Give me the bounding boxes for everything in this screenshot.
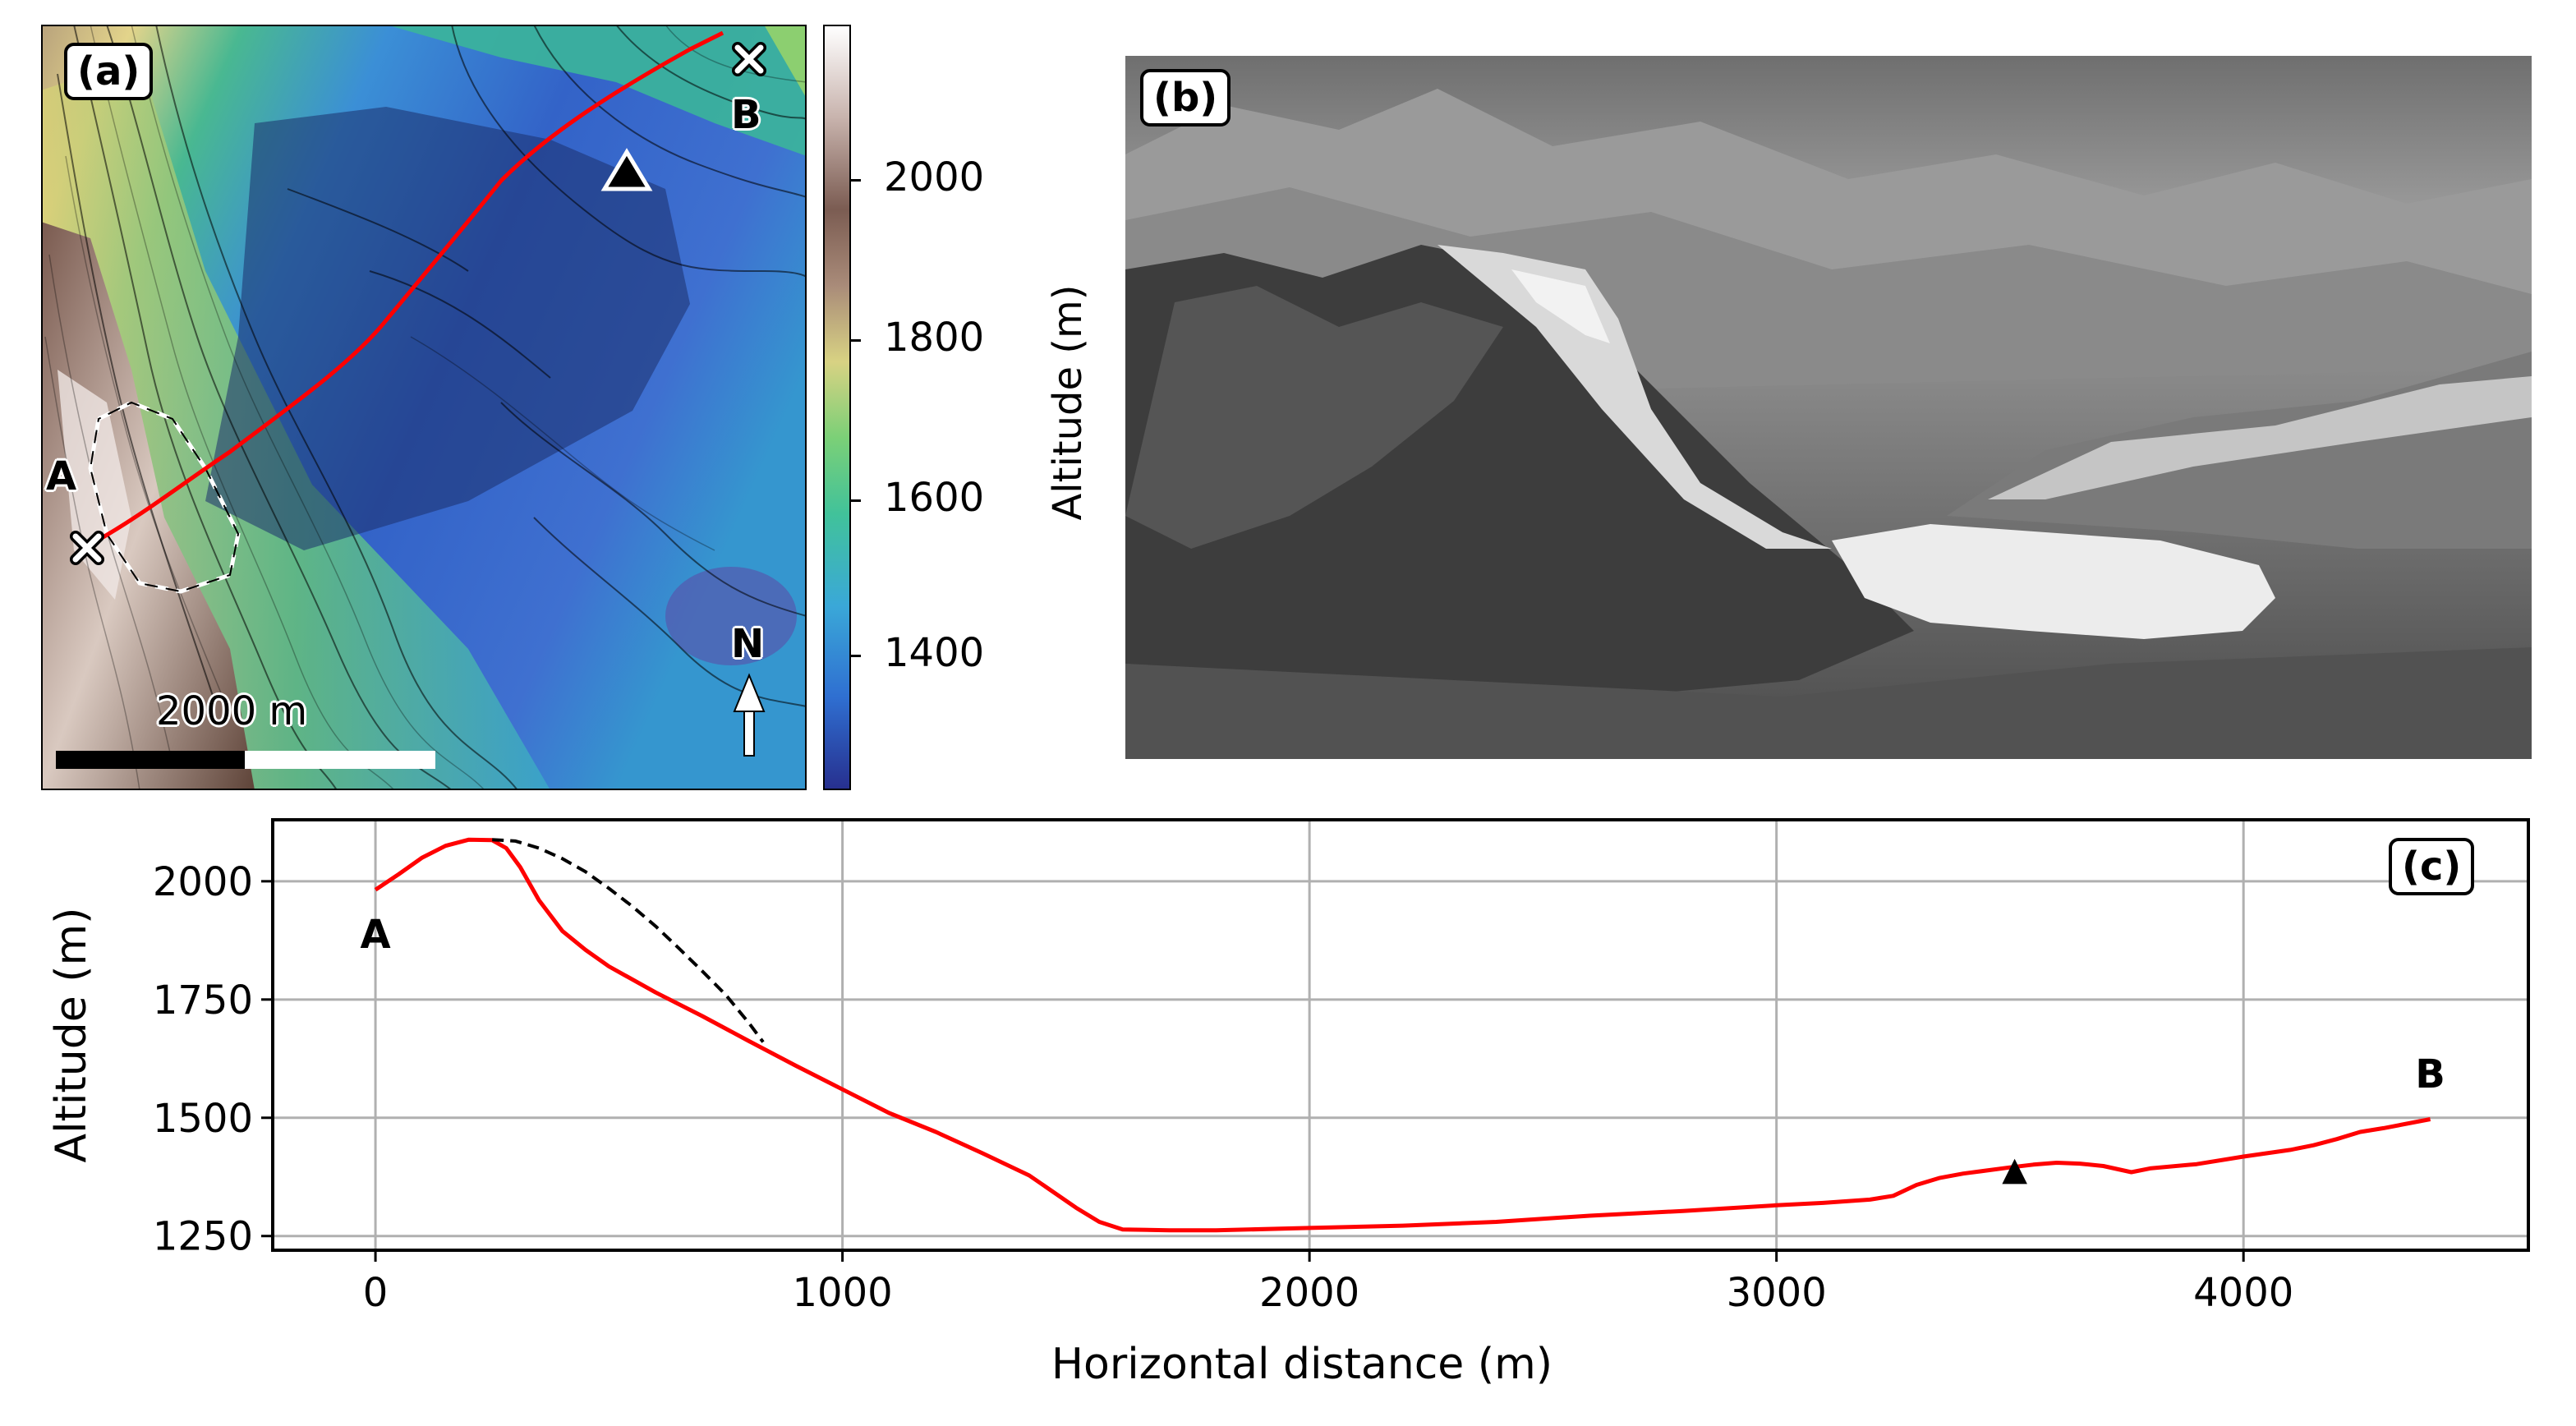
panel-c-tag: (c) xyxy=(2389,838,2475,895)
colorbar-tick-label: 1600 xyxy=(884,475,985,521)
deposit-zone xyxy=(205,107,690,550)
colorbar xyxy=(823,25,851,790)
point-a-label: A xyxy=(46,453,77,499)
panel-a xyxy=(41,24,812,791)
profile-chart: 0 1000 2000 3000 4000 1250 1500 1750 2000 Horizon… xyxy=(47,818,2530,1389)
y-tick-label: 1500 xyxy=(153,1096,253,1142)
colorbar-ticks: 2000 1800 1600 1400 xyxy=(851,0,985,821)
north-arrow-icon xyxy=(733,673,766,757)
colorbar-tick-label: 1400 xyxy=(884,630,985,676)
north-label: N xyxy=(731,621,765,667)
cross-marker-b xyxy=(732,42,766,76)
pre-failure-profile-line xyxy=(492,838,765,1043)
plot-frame xyxy=(271,818,2530,1252)
scalebar-label: 2000 m xyxy=(156,688,308,734)
colorbar-tick-label: 2000 xyxy=(884,154,985,200)
dem-map xyxy=(41,24,812,791)
triangle-marker xyxy=(600,148,653,191)
colorbar-label: Altitude (m) xyxy=(1045,284,1091,521)
colorbar-tick-label: 1800 xyxy=(884,315,985,361)
y-tick-label: 1250 xyxy=(153,1214,253,1260)
triangle-marker-annotation: ▲ xyxy=(2002,1150,2027,1188)
point-label-annotation: A xyxy=(360,912,390,958)
point-label-annotation: B xyxy=(2415,1051,2445,1097)
post-failure-profile-line xyxy=(374,837,2431,1233)
x-axis-label: Horizontal distance (m) xyxy=(1051,1340,1552,1389)
cross-marker-a xyxy=(70,531,104,565)
x-tick-label: 3000 xyxy=(1727,1270,1827,1316)
x-tick-label: 2000 xyxy=(1259,1270,1359,1316)
x-tick-label: 4000 xyxy=(2193,1270,2293,1316)
y-tick-label: 2000 xyxy=(153,859,253,905)
panel-b-tag: (b) xyxy=(1140,69,1231,126)
panel-a-tag: (a) xyxy=(64,43,154,100)
x-tick-label: 0 xyxy=(363,1270,389,1316)
colorbar-gradient xyxy=(823,25,851,790)
y-tick-label: 1750 xyxy=(153,978,253,1024)
profile-line xyxy=(85,30,724,549)
y-axis-label: Altitude (m) xyxy=(47,908,96,1163)
panel-b-photo xyxy=(1125,56,2532,759)
x-tick-label: 1000 xyxy=(793,1270,893,1316)
point-b-label: B xyxy=(731,92,761,138)
